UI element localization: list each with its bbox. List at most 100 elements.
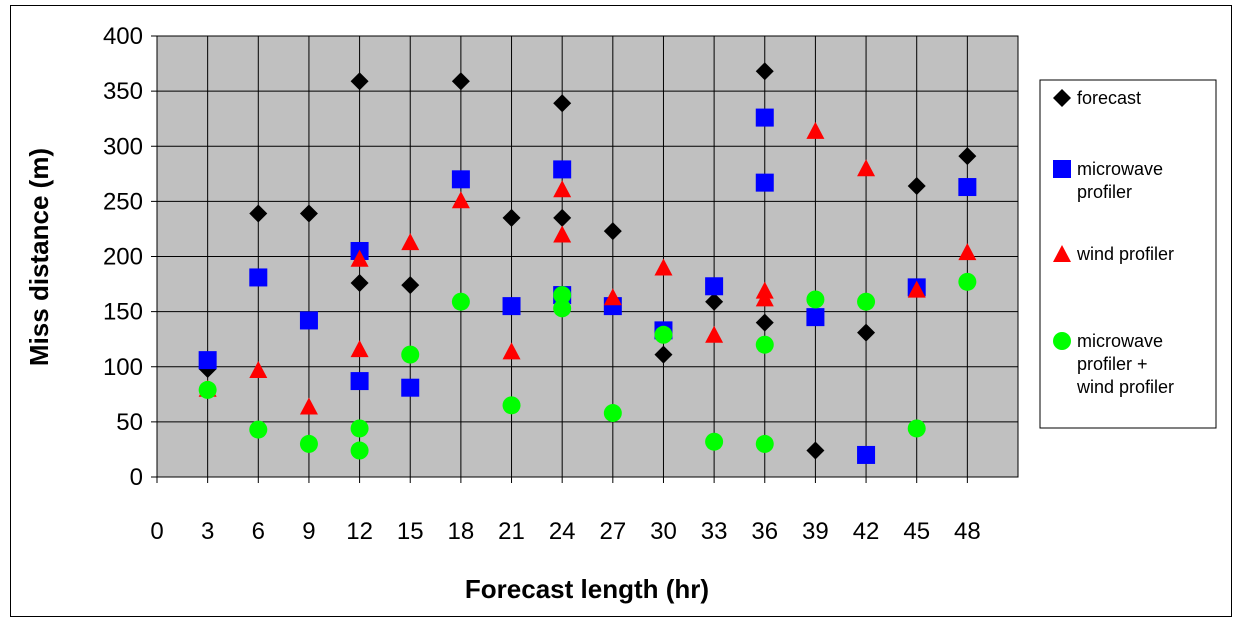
data-point-circle xyxy=(198,380,217,399)
y-tick-label: 50 xyxy=(116,409,143,436)
data-point-square xyxy=(350,372,369,391)
x-tick-label: 9 xyxy=(302,518,315,545)
axes xyxy=(151,35,1018,483)
x-tick-label: 39 xyxy=(802,518,829,545)
data-point-circle xyxy=(654,325,673,344)
data-point-square xyxy=(705,277,724,296)
y-tick-label: 350 xyxy=(103,78,143,105)
legend-label: forecast xyxy=(1077,88,1141,108)
x-tick-label: 6 xyxy=(252,518,265,545)
x-tick-label: 42 xyxy=(853,518,880,545)
data-point-diamond xyxy=(553,208,572,227)
legend-label: profiler xyxy=(1077,182,1132,202)
data-point-square xyxy=(755,108,774,127)
data-point-square xyxy=(198,351,217,370)
data-point-circle xyxy=(553,286,572,305)
legend-marker-triangle xyxy=(1053,245,1071,262)
data-point-triangle xyxy=(907,280,926,298)
legend: forecast microwave profiler wind profiler mi… xyxy=(1039,79,1217,429)
legend-marker-diamond xyxy=(1053,89,1071,107)
x-tick-label: 0 xyxy=(150,518,163,545)
data-point-circle xyxy=(705,432,724,451)
data-point-circle xyxy=(451,292,470,311)
legend-marker-square xyxy=(1053,160,1071,178)
data-point-triangle xyxy=(553,180,572,198)
data-point-triangle xyxy=(553,225,572,243)
series-3 xyxy=(198,272,977,460)
data-point-circle xyxy=(755,335,774,354)
data-point-triangle xyxy=(958,243,977,261)
data-point-diamond xyxy=(350,273,369,292)
data-points xyxy=(198,62,977,464)
data-point-diamond xyxy=(806,441,825,460)
data-point-triangle xyxy=(857,159,876,177)
data-point-square xyxy=(806,308,825,327)
data-point-triangle xyxy=(401,233,420,251)
data-point-triangle xyxy=(705,325,724,343)
legend-box xyxy=(1039,79,1217,429)
data-point-circle xyxy=(299,434,318,453)
series-2 xyxy=(198,121,977,415)
data-point-circle xyxy=(958,272,977,291)
y-tick-label: 100 xyxy=(103,354,143,381)
data-point-triangle xyxy=(299,397,318,415)
data-point-triangle xyxy=(806,121,825,139)
y-tick-label: 200 xyxy=(103,244,143,271)
data-point-circle xyxy=(350,441,369,460)
data-point-square xyxy=(249,268,268,287)
data-point-diamond xyxy=(401,276,420,295)
data-point-circle xyxy=(350,419,369,438)
legend-label: microwave xyxy=(1077,331,1163,351)
data-point-triangle xyxy=(603,288,622,306)
data-point-diamond xyxy=(350,72,369,91)
data-point-circle xyxy=(806,290,825,309)
x-tick-label: 21 xyxy=(498,518,525,545)
data-point-triangle xyxy=(451,191,470,209)
data-point-square xyxy=(502,297,521,316)
legend-label: profiler + xyxy=(1077,354,1148,374)
data-point-circle xyxy=(755,434,774,453)
data-point-triangle xyxy=(755,289,774,307)
data-point-diamond xyxy=(451,72,470,91)
data-point-diamond xyxy=(857,323,876,342)
data-point-circle xyxy=(401,345,420,364)
x-tick-label: 30 xyxy=(650,518,677,545)
data-point-square xyxy=(755,173,774,192)
data-point-square xyxy=(451,170,470,189)
x-axis-title: Forecast length (hr) xyxy=(465,574,709,604)
data-point-diamond xyxy=(755,62,774,81)
data-point-triangle xyxy=(350,249,369,267)
legend-label: wind profiler xyxy=(1076,244,1174,264)
x-tick-label: 12 xyxy=(346,518,373,545)
data-point-circle xyxy=(553,299,572,318)
x-tick-label: 24 xyxy=(549,518,576,545)
y-tick-label: 400 xyxy=(103,23,143,50)
data-point-square xyxy=(553,160,572,179)
data-point-square xyxy=(401,378,420,397)
data-point-square xyxy=(958,178,977,197)
data-point-diamond xyxy=(299,204,318,223)
legend-label: wind profiler xyxy=(1076,377,1174,397)
legend-marker-circle xyxy=(1053,332,1071,350)
data-point-triangle xyxy=(502,342,521,360)
data-point-square xyxy=(857,445,876,464)
data-point-square xyxy=(299,311,318,330)
data-point-diamond xyxy=(958,147,977,166)
data-point-triangle xyxy=(249,361,268,379)
data-point-diamond xyxy=(249,204,268,223)
x-tick-label: 3 xyxy=(201,518,214,545)
x-tick-label: 18 xyxy=(448,518,475,545)
legend-label: microwave xyxy=(1077,159,1163,179)
series-1 xyxy=(198,108,977,464)
data-point-diamond xyxy=(502,208,521,227)
data-point-circle xyxy=(502,396,521,415)
data-point-diamond xyxy=(705,292,724,311)
data-point-circle xyxy=(857,292,876,311)
data-point-diamond xyxy=(553,94,572,113)
data-point-circle xyxy=(249,420,268,439)
data-point-circle xyxy=(603,404,622,423)
data-point-diamond xyxy=(755,313,774,332)
y-tick-label: 250 xyxy=(103,188,143,215)
